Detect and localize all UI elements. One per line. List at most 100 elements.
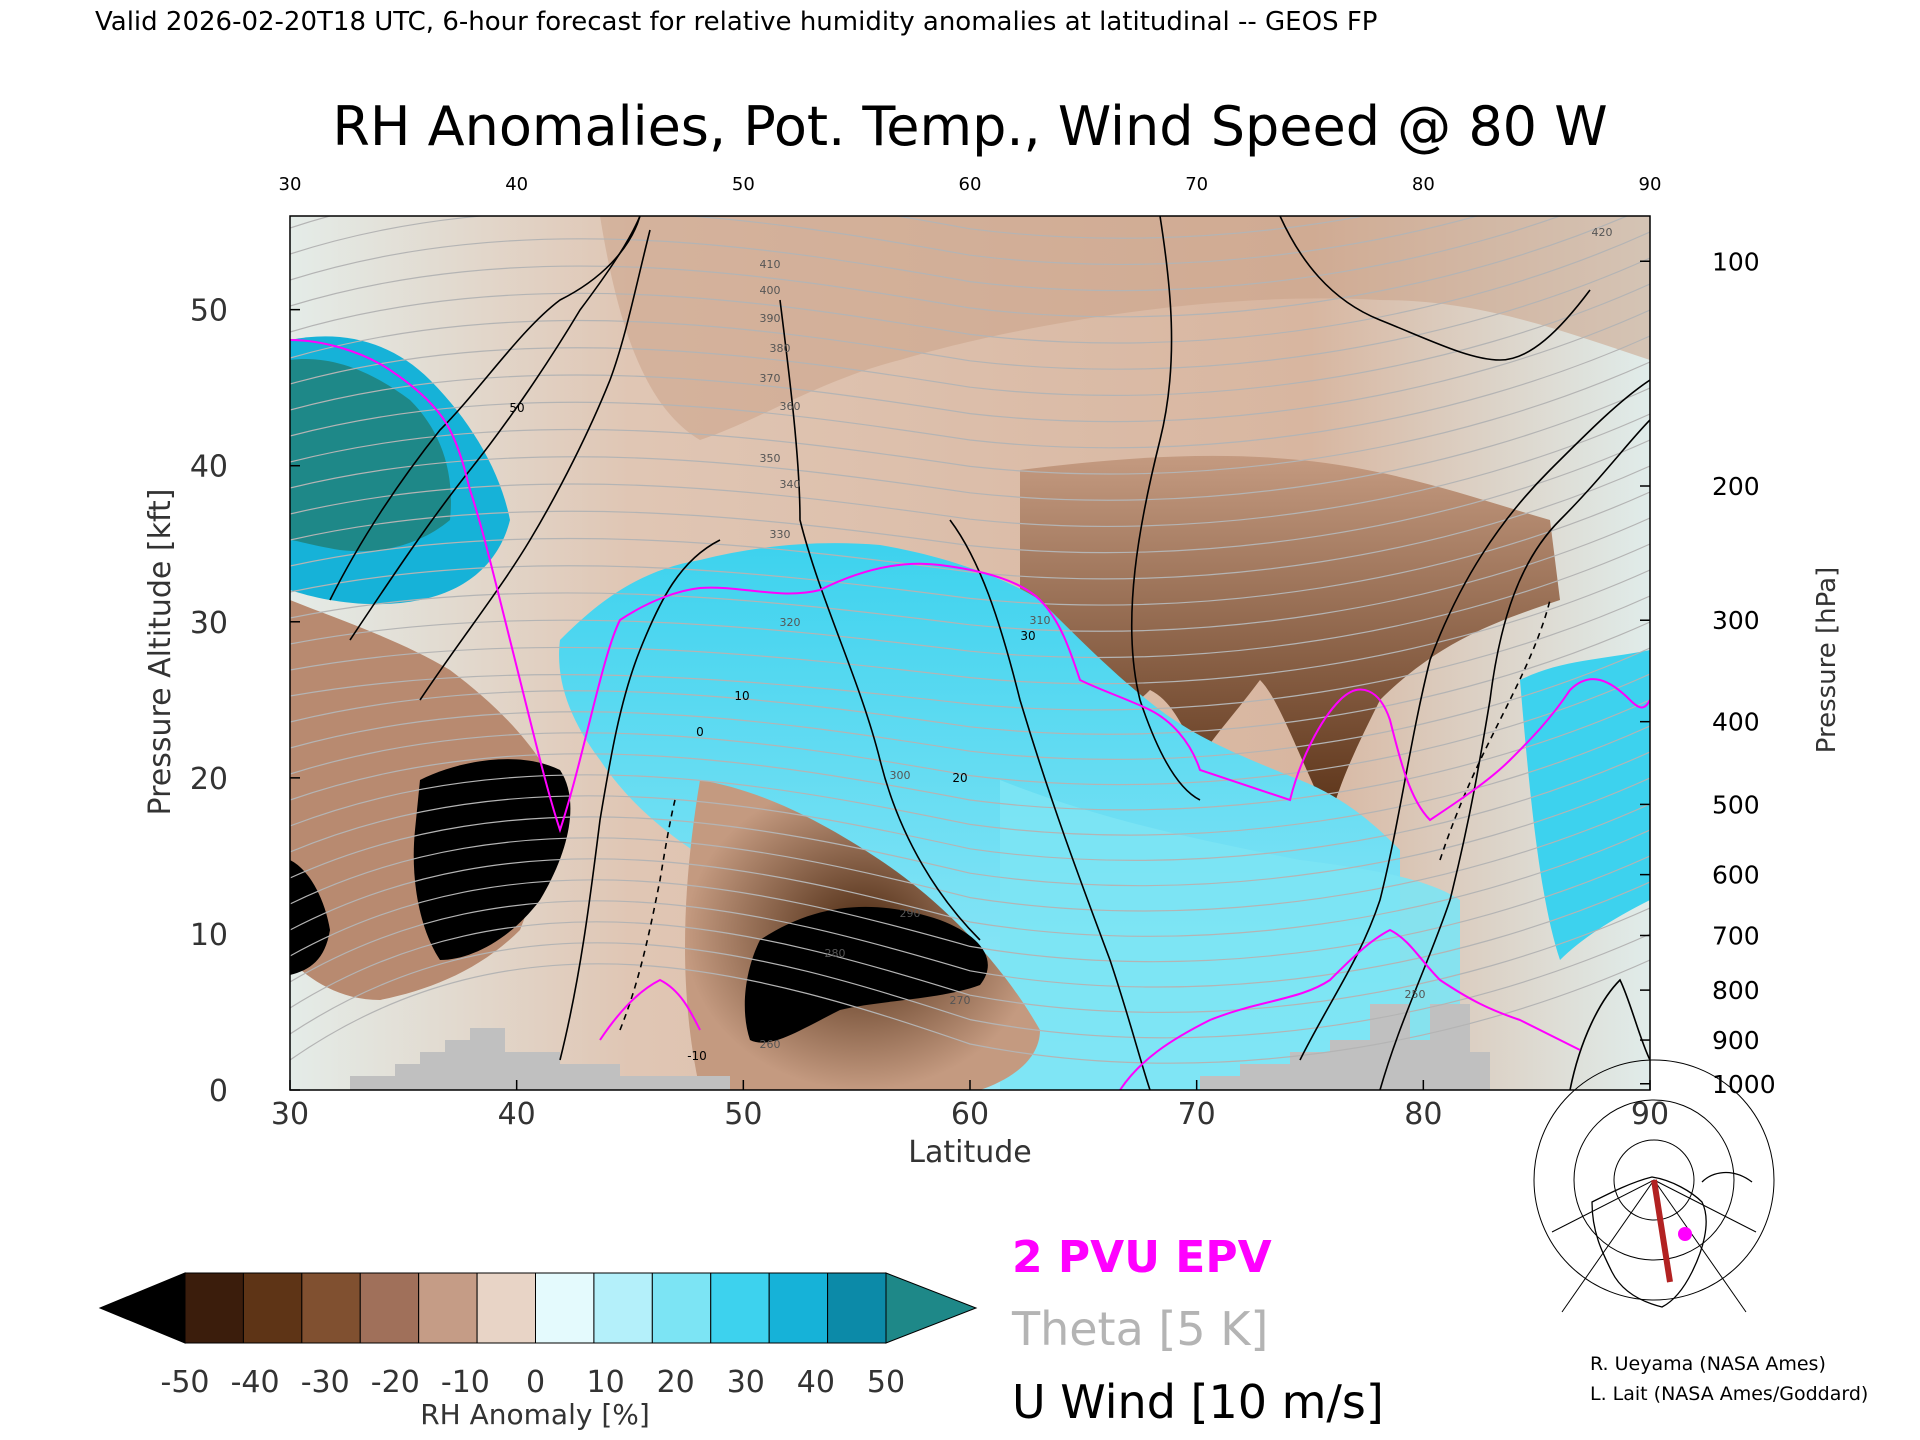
theta-contour-label: 320 (780, 616, 801, 629)
y-axis-title-right: Pressure [hPa] (1812, 567, 1842, 754)
theta-contour-line (290, 621, 1650, 735)
theta-contour-label: 420 (1592, 226, 1613, 239)
colorbar-swatch (476, 1272, 537, 1344)
colorbar-tick-label: -50 (161, 1365, 210, 1400)
theta-contour-line (290, 283, 1650, 396)
y-tick-label: 10 (190, 918, 228, 953)
theta-contour-line (290, 413, 1650, 528)
pressure-tick-label: 800 (1712, 976, 1760, 1005)
credit-line-2: L. Lait (NASA Ames/Goddard) (1590, 1383, 1868, 1405)
y-tick-label: 20 (190, 762, 228, 797)
pressure-tick-label: 100 (1712, 247, 1760, 276)
theta-contour-line (290, 361, 1650, 475)
pvu-contours (290, 339, 1650, 1090)
wind-contour-label: 20 (952, 771, 967, 785)
x-tick-label: 40 (498, 1097, 536, 1132)
inset-coastline (1591, 1171, 1753, 1308)
theta-contour-line (290, 216, 1367, 239)
wind-contour-label: 50 (509, 401, 524, 415)
pvu-contour-low (1119, 928, 1581, 1090)
theta-contour-line (290, 751, 1650, 861)
theta-contour-label: 400 (760, 284, 781, 297)
theta-contour-line (290, 335, 1650, 449)
colorbar-tick-label: -40 (231, 1365, 280, 1400)
wind-contour-g (1130, 216, 1201, 801)
moist-anomaly-left-core (290, 359, 451, 552)
theta-contour-line (290, 439, 1650, 554)
wind-contour-d (559, 539, 721, 1061)
theta-contour-label: 360 (780, 400, 801, 413)
wind-contour-l (619, 799, 676, 1031)
inset-map (1533, 1059, 1775, 1313)
dry-anomaly-upper (600, 216, 1650, 440)
wind-contour-label: 30 (1020, 629, 1035, 643)
wind-contour-b (349, 216, 641, 641)
pressure-tick-label: 900 (1712, 1026, 1760, 1055)
colorbar-tick-label: -10 (441, 1365, 490, 1400)
wind-contour-c (419, 229, 651, 701)
theta-contour-line (290, 595, 1650, 711)
theta-contour-line (290, 216, 1480, 266)
colorbar-tick-label: 10 (587, 1365, 625, 1400)
colorbar-tick-label: -20 (371, 1365, 420, 1400)
wind-contour-h (1279, 216, 1591, 361)
wind-contour-label: 0 (696, 725, 704, 739)
terrain (350, 1004, 1490, 1090)
wind-contour-f (949, 519, 1151, 1090)
pressure-tick-label: 200 (1712, 472, 1760, 501)
colorbar-swatch (651, 1272, 712, 1344)
pressure-tick-label: 300 (1712, 606, 1760, 635)
inset-map-ring-outer (1533, 1059, 1775, 1301)
x-axis-title: Latitude (908, 1135, 1031, 1170)
theta-contour-label: 380 (770, 342, 791, 355)
colorbar-swatch (242, 1272, 303, 1344)
theta-contour-line (290, 517, 1650, 632)
dry-anomaly-edge (290, 860, 330, 975)
x-top-tick-label: 80 (1412, 174, 1435, 195)
theta-contour-label: 310 (1030, 614, 1051, 627)
colorbar-swatch (359, 1272, 420, 1344)
theta-contour-label: 350 (760, 452, 781, 465)
legend-theta: Theta [5 K] (1011, 1302, 1268, 1356)
theta-contour-line (290, 465, 1650, 580)
inset-location-marker (1678, 1227, 1692, 1241)
theta-contour-line (290, 257, 1650, 370)
theta-contour-label: 270 (950, 994, 971, 1007)
plot-area: 2502602702802903003103203303403503603703… (290, 216, 1650, 1090)
x-tick-label: 50 (724, 1097, 762, 1132)
chart-title: RH Anomalies, Pot. Temp., Wind Speed @ 8… (332, 95, 1607, 158)
theta-contour-label: 290 (900, 907, 921, 920)
colorbar-high-arrow (885, 1272, 978, 1344)
x-top-tick-label: 90 (1639, 174, 1662, 195)
theta-contour-label: 250 (1405, 988, 1426, 1001)
theta-contour-line (290, 725, 1650, 836)
colorbar-swatch (827, 1272, 887, 1344)
inset-meridian-b (1653, 1179, 1747, 1313)
wind-contour-label: 10 (734, 689, 749, 703)
theta-contour-line (290, 216, 1562, 292)
dry-anomaly-left-core (413, 759, 571, 960)
x-top-tick-label: 30 (279, 174, 302, 195)
dry-anomaly-mid-core (744, 906, 988, 1043)
theta-contour-line (290, 231, 1650, 344)
x-top-tick-label: 40 (505, 174, 528, 195)
inset-meridian-d (1653, 1179, 1757, 1233)
theta-contour-label: 330 (770, 528, 791, 541)
theta-contour-label: 390 (760, 312, 781, 325)
valid-time-header: Valid 2026-02-20T18 UTC, 6-hour forecast… (95, 7, 1377, 37)
moist-anomaly-lower (1000, 780, 1460, 1090)
colorbar-swatch (768, 1272, 829, 1344)
theta-contour-line (290, 881, 1650, 988)
colorbar-tick-label: 50 (867, 1365, 905, 1400)
theta-contour-line (290, 699, 1650, 811)
y-tick-label: 40 (190, 450, 228, 485)
wind-contour-a (329, 216, 641, 601)
axes: 3030404050506060707080809090010203040501… (190, 174, 1776, 1132)
pressure-tick-label: 400 (1712, 708, 1760, 737)
legend-pvu: 2 PVU EPV (1012, 1232, 1272, 1283)
theta-contour-label: 340 (780, 478, 801, 491)
theta-contour-line (290, 543, 1650, 659)
wind-contour-j (1379, 419, 1650, 1090)
colorbar-tick-label: 30 (727, 1365, 765, 1400)
